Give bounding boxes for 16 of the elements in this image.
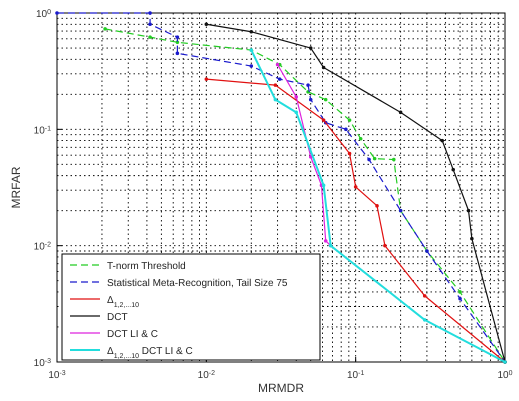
y-tick-label: 10$^{-3}$ (34, 358, 52, 369)
x-tick-label: 10$^{-3}$ (48, 370, 66, 381)
legend-label: DCT (107, 312, 128, 323)
x-tick-label: 10$^{-2}$ (198, 370, 216, 381)
legend-label: Statistical Meta-Recognition, Tail Size 75 (107, 278, 288, 289)
y-tick-label: 10$^{-1}$ (34, 124, 52, 136)
x-tick-label: 10$^{0}$ (497, 370, 513, 381)
y-tick-label: 10$^{0}$ (36, 8, 52, 20)
legend-label: T-norm Threshold (107, 261, 186, 272)
y-tick-label: 10$^{-2}$ (34, 241, 52, 253)
legend-label: Δ$_{1,2,...10}$ DCT LI & C (107, 346, 193, 360)
x-tick-label: 10$^{-1}$ (346, 370, 364, 381)
y-axis-title: MRFAR (9, 166, 23, 208)
legend-label: Δ$_{1,2,...10}$ (107, 295, 140, 308)
x-axis-title: MRMDR (258, 381, 304, 395)
legend-label: DCT LI & C (107, 329, 158, 340)
